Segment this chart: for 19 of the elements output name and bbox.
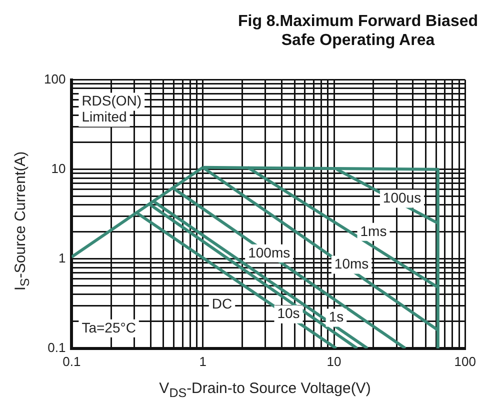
y-tick-label: 100	[44, 71, 66, 86]
annotation: 100ms	[248, 244, 290, 260]
annotation: 10s	[277, 305, 300, 322]
x-axis-title: V$_{DS}$-Drain-to Source Voltage(V)	[158, 380, 372, 400]
x-tick-label: 1	[199, 354, 206, 369]
annotation: 100us	[382, 190, 422, 206]
x-tick-label: 0.1	[62, 354, 81, 369]
annotation: 10ms	[334, 256, 369, 272]
annotation: 1s	[328, 308, 344, 325]
y-tick-label: 1	[58, 250, 66, 266]
annotation: DC	[212, 295, 232, 312]
x-tick-label: 100	[454, 354, 476, 369]
x-tick-label: 10	[326, 354, 342, 369]
y-tick-label: 10	[51, 160, 66, 176]
annotation: Ta=25°C	[82, 319, 136, 336]
annotation: 1ms	[360, 222, 387, 239]
y-tick-label: 0.1	[48, 340, 66, 355]
chart-title: Fig 8.Maximum Forward Biased Safe Operating Area	[236, 12, 480, 50]
annotation: RDS(ON) Limited	[82, 92, 142, 125]
